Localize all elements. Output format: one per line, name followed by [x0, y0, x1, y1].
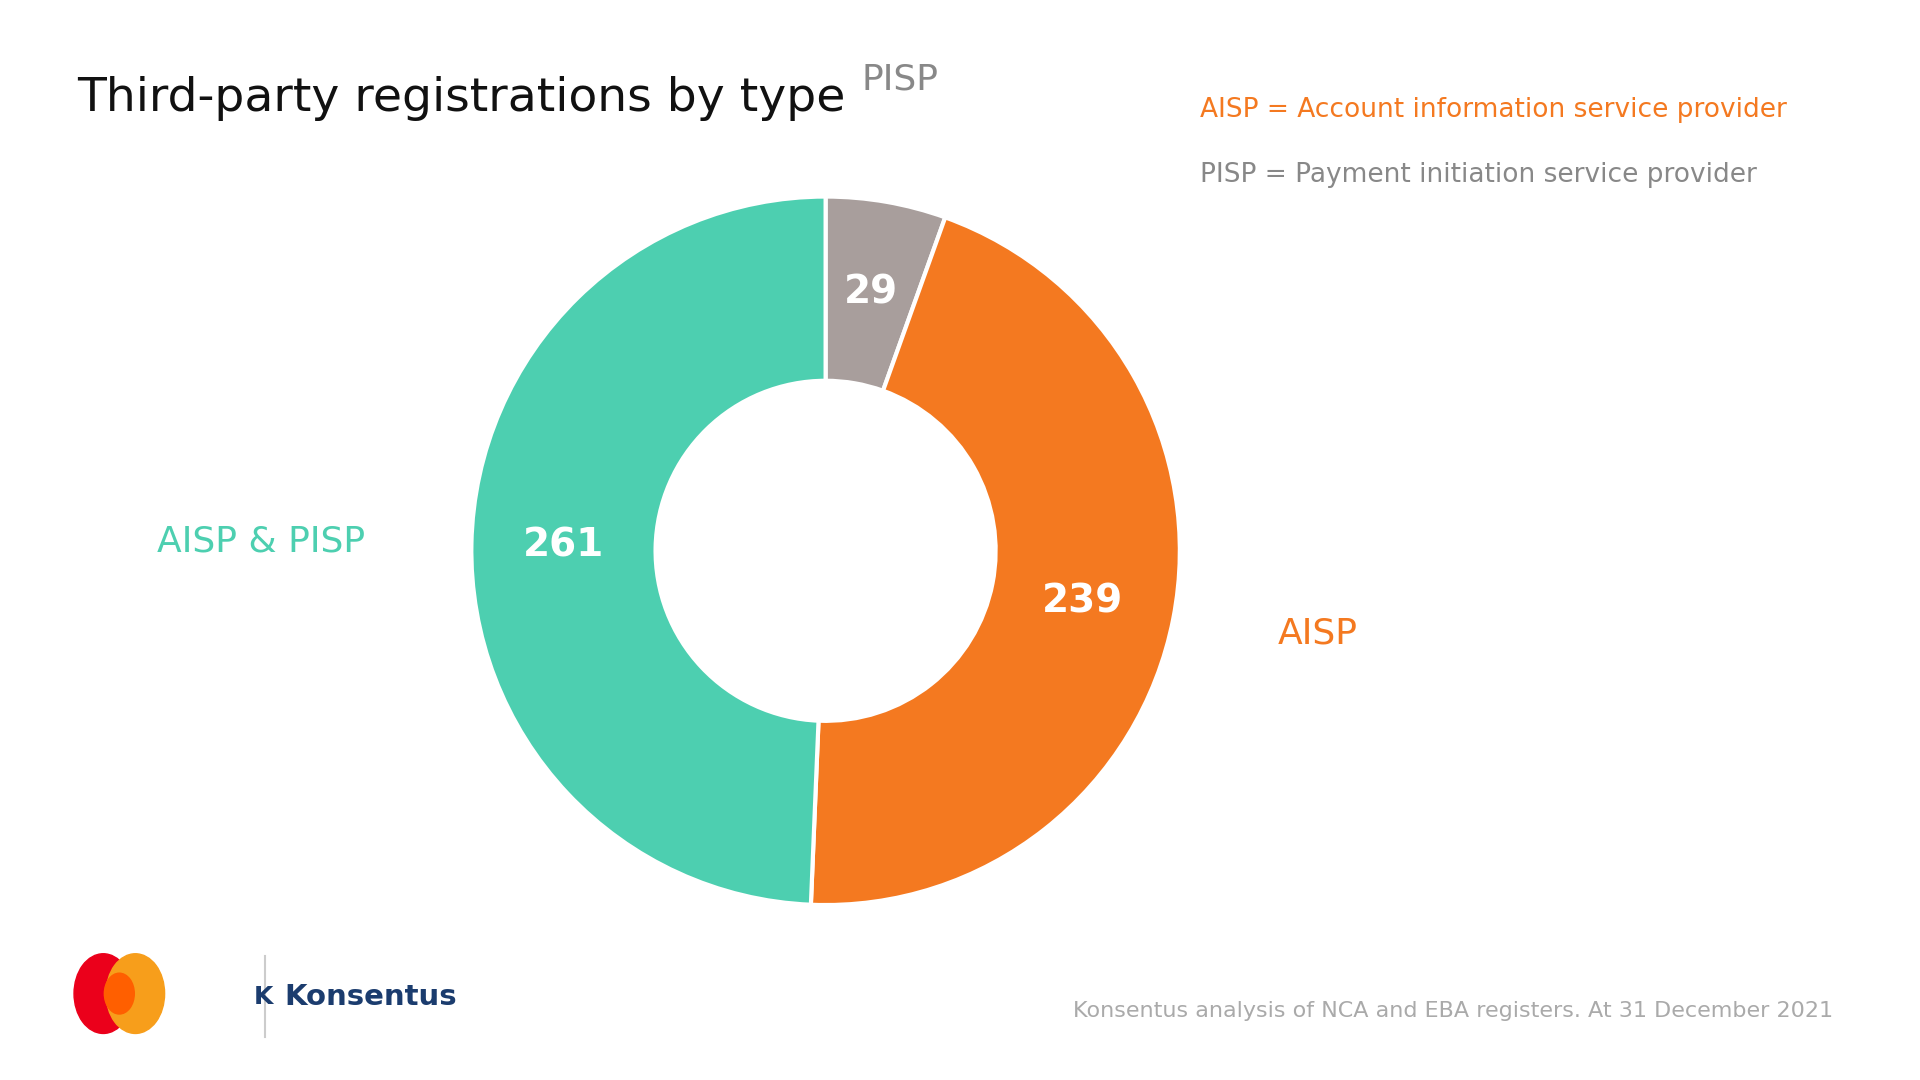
- Text: AISP: AISP: [1279, 617, 1357, 650]
- Text: PISP = Payment initiation service provider: PISP = Payment initiation service provid…: [1200, 162, 1757, 188]
- Circle shape: [104, 973, 134, 1014]
- Wedge shape: [472, 197, 826, 905]
- Text: 239: 239: [1043, 582, 1123, 620]
- Wedge shape: [810, 217, 1179, 905]
- Text: PISP: PISP: [862, 63, 939, 97]
- Text: Third-party registrations by type: Third-party registrations by type: [77, 76, 845, 121]
- Text: AISP & PISP: AISP & PISP: [157, 525, 365, 558]
- Text: AISP = Account information service provider: AISP = Account information service provi…: [1200, 97, 1788, 123]
- Wedge shape: [826, 197, 945, 391]
- Text: 29: 29: [843, 273, 897, 311]
- Circle shape: [75, 954, 132, 1034]
- Text: Konsentus analysis of NCA and EBA registers. At 31 December 2021: Konsentus analysis of NCA and EBA regist…: [1073, 1000, 1834, 1021]
- Text: Konsentus: Konsentus: [284, 983, 457, 1011]
- Text: K: K: [253, 985, 273, 1009]
- Circle shape: [106, 954, 165, 1034]
- Text: 261: 261: [522, 526, 605, 565]
